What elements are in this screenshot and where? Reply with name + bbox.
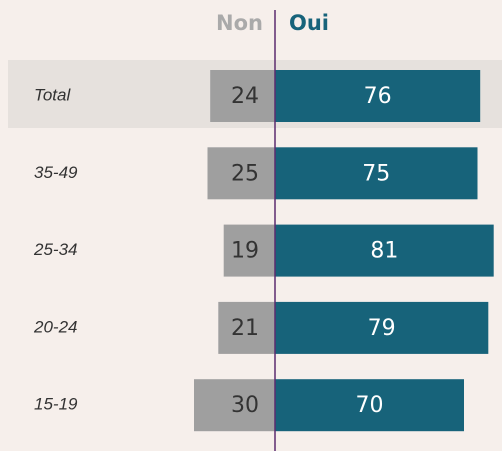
bar [207,147,275,200]
bar [275,147,478,200]
legend-label: Oui [289,11,329,35]
category-label: 35-49 [34,163,78,182]
bar [275,301,489,354]
bar [275,379,464,432]
data-label: 81 [370,239,398,264]
legend-label: Non [216,11,263,35]
category-label: 20-24 [33,317,77,336]
data-label: 75 [362,161,390,186]
data-label: 30 [231,393,259,418]
data-label: 21 [231,316,259,341]
data-label: 25 [231,161,259,186]
bar [275,70,481,122]
data-label: 76 [364,84,392,109]
category-label: 25-34 [33,240,77,259]
bar [223,224,275,277]
bar [275,224,494,277]
bar [218,301,275,354]
category-label: 15-19 [34,395,78,414]
bar [210,70,275,122]
category-label: Total [34,85,71,104]
data-label: 19 [231,239,259,264]
data-label: 79 [368,316,396,341]
bar [194,379,275,432]
data-label: 24 [231,84,259,109]
data-label: 70 [356,393,384,418]
